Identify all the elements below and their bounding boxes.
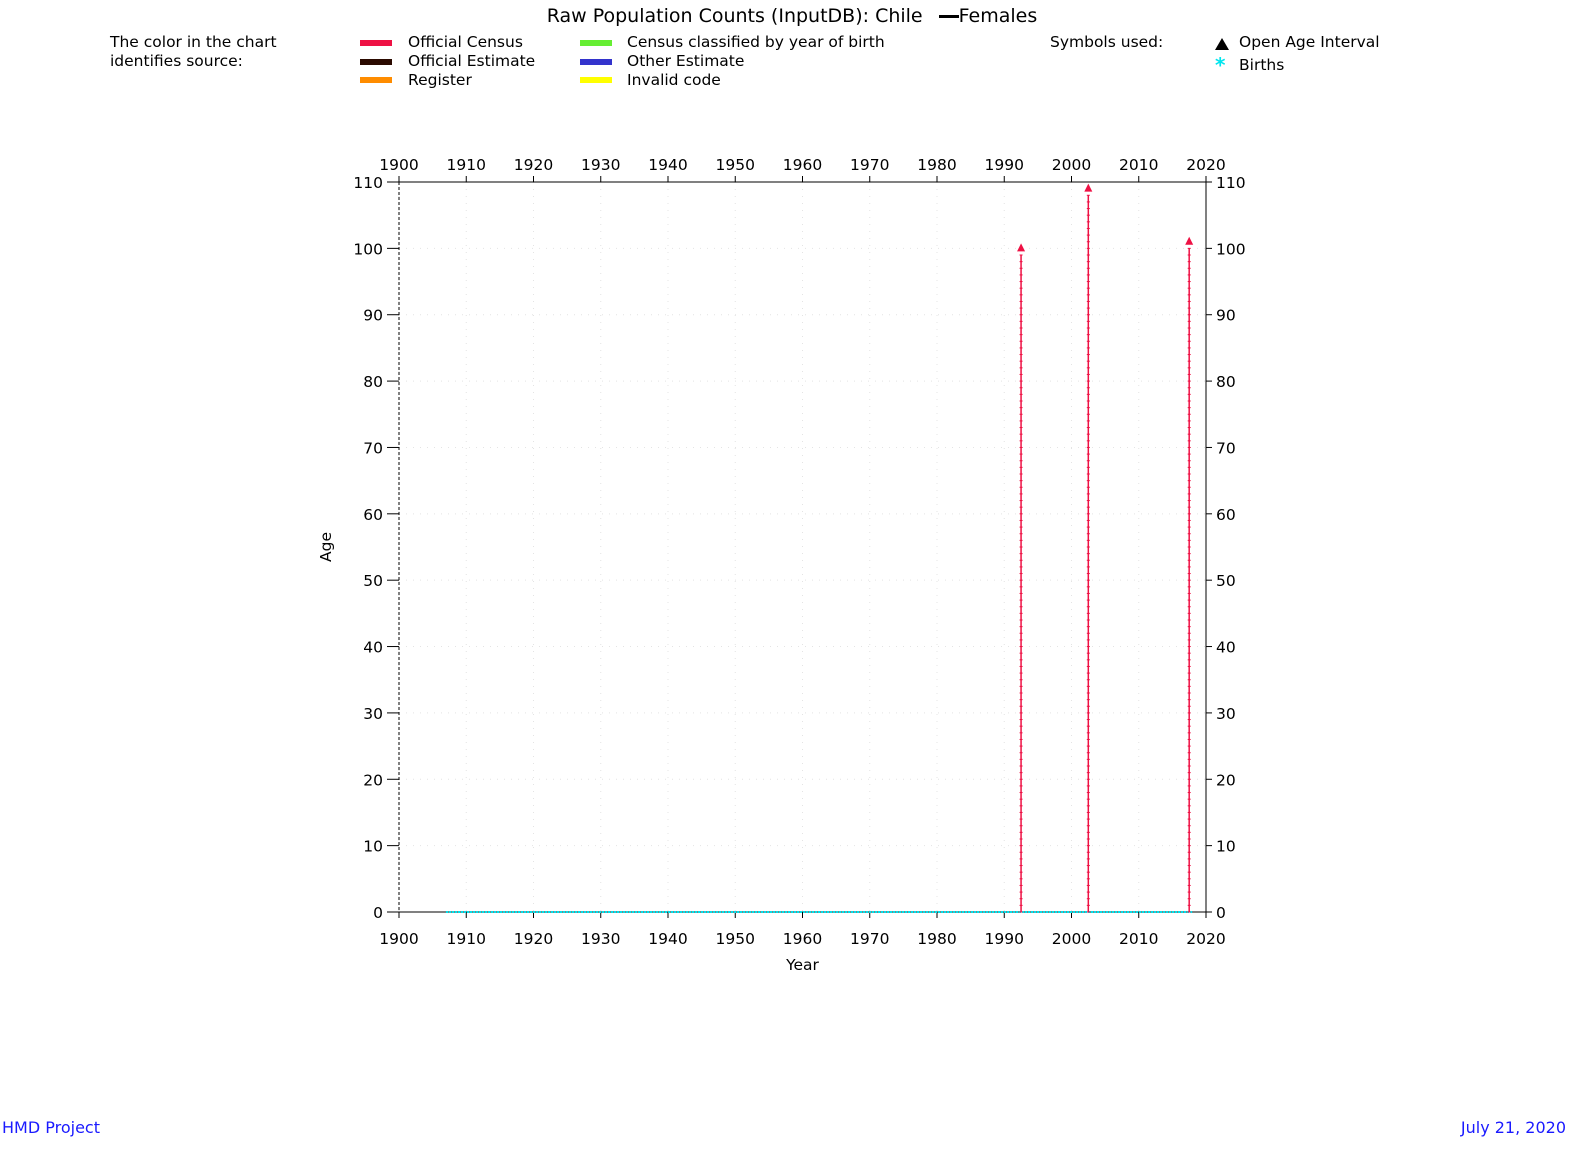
legend-swatch-official-estimate — [360, 59, 392, 65]
census-point-group — [1084, 183, 1093, 913]
x-tick-label-top: 1970 — [850, 156, 889, 174]
x-tick-label-bottom: 1900 — [379, 930, 418, 948]
y-tick-label-left: 100 — [353, 240, 383, 258]
births-asterisk-icon: * — [1215, 53, 1226, 77]
y-tick-label-left: 110 — [353, 174, 383, 192]
chart-title-series: Females — [958, 5, 1038, 27]
series-line-icon — [938, 15, 959, 18]
x-tick-label-top: 1990 — [985, 156, 1024, 174]
y-tick-label-left: 70 — [363, 439, 383, 457]
x-tick-label-bottom: 2010 — [1119, 930, 1158, 948]
x-tick-label-bottom: 1940 — [648, 930, 687, 948]
y-tick-label-left: 40 — [363, 639, 383, 657]
y-tick-label-right: 70 — [1216, 439, 1236, 457]
symbol-births-label: Births — [1239, 56, 1285, 74]
x-tick-label-bottom: 2020 — [1186, 930, 1225, 948]
legend-intro-line1: The color in the chart — [110, 33, 277, 51]
census-point-group — [1017, 243, 1026, 913]
x-tick-label-top: 1940 — [648, 156, 687, 174]
x-tick-label-top: 1980 — [917, 156, 956, 174]
legend-swatch-official-census — [360, 40, 392, 46]
legend-swatch-invalid-code — [580, 77, 612, 83]
y-tick-label-left: 20 — [363, 771, 383, 789]
open-age-triangle — [1185, 236, 1194, 245]
y-tick-label-right: 10 — [1216, 838, 1236, 856]
footer-right: July 21, 2020 — [1460, 1118, 1566, 1137]
y-tick-label-left: 80 — [363, 373, 383, 391]
x-tick-label-bottom: 2000 — [1052, 930, 1091, 948]
x-tick-label-top: 1910 — [447, 156, 486, 174]
x-tick-label-bottom: 1950 — [716, 930, 755, 948]
y-tick-label-right: 90 — [1216, 307, 1236, 325]
x-tick-label-bottom: 1990 — [985, 930, 1024, 948]
legend-label-census-by-birth-year: Census classified by year of birth — [627, 33, 885, 51]
y-tick-label-right: 80 — [1216, 373, 1236, 391]
legend-label-register: Register — [408, 71, 472, 89]
census-point-group — [1185, 236, 1194, 913]
legend-intro-line2: identifies source: — [110, 52, 243, 70]
y-tick-label-left: 60 — [363, 506, 383, 524]
x-tick-label-top: 1900 — [379, 156, 418, 174]
x-tick-label-top: 1950 — [716, 156, 755, 174]
y-tick-label-left: 10 — [363, 838, 383, 856]
open-age-triangle-icon — [1215, 38, 1229, 50]
y-tick-label-right: 60 — [1216, 506, 1236, 524]
x-tick-label-bottom: 1970 — [850, 930, 889, 948]
y-tick-label-right: 40 — [1216, 639, 1236, 657]
legend-swatch-other-estimate — [580, 59, 612, 65]
x-tick-label-bottom: 1920 — [514, 930, 553, 948]
x-tick-label-bottom: 1910 — [447, 930, 486, 948]
legend-swatch-census-by-birth-year — [580, 40, 612, 46]
x-tick-label-top: 2020 — [1186, 156, 1225, 174]
x-tick-label-bottom: 1930 — [581, 930, 620, 948]
y-tick-label-left: 50 — [363, 572, 383, 590]
y-tick-label-right: 110 — [1216, 174, 1246, 192]
y-tick-label-left: 0 — [373, 904, 383, 922]
legend-label-official-estimate: Official Estimate — [408, 52, 536, 70]
x-axis-label: Year — [785, 956, 819, 974]
legend-label-official-census: Official Census — [408, 33, 523, 51]
x-tick-label-bottom: 1960 — [783, 930, 822, 948]
legend-intro: The color in the chart identifies source… — [110, 33, 277, 71]
chart-title-main: Raw Population Counts (InputDB): Chile — [546, 5, 923, 27]
x-tick-label-bottom: 1980 — [917, 930, 956, 948]
y-tick-label-right: 100 — [1216, 240, 1246, 258]
symbols-heading: Symbols used: — [1050, 33, 1164, 51]
y-tick-label-right: 30 — [1216, 705, 1236, 723]
chart-title: Raw Population Counts (InputDB): Chile F… — [0, 5, 1584, 27]
open-age-triangle — [1017, 243, 1026, 252]
y-tick-label-right: 50 — [1216, 572, 1236, 590]
y-tick-label-left: 90 — [363, 307, 383, 325]
y-tick-label-right: 0 — [1216, 904, 1226, 922]
footer-left: HMD Project — [2, 1118, 100, 1137]
x-tick-label-top: 2010 — [1119, 156, 1158, 174]
x-tick-label-top: 2000 — [1052, 156, 1091, 174]
x-tick-label-top: 1920 — [514, 156, 553, 174]
open-age-triangle — [1084, 183, 1093, 192]
y-axis-label: Age — [317, 532, 335, 562]
legend-label-other-estimate: Other Estimate — [627, 52, 745, 70]
symbol-open-age-label: Open Age Interval — [1239, 33, 1380, 51]
y-tick-label-right: 20 — [1216, 771, 1236, 789]
x-tick-label-top: 1930 — [581, 156, 620, 174]
legend-label-invalid-code: Invalid code — [627, 71, 721, 89]
legend-swatch-register — [360, 77, 392, 83]
y-tick-label-left: 30 — [363, 705, 383, 723]
x-tick-label-top: 1960 — [783, 156, 822, 174]
